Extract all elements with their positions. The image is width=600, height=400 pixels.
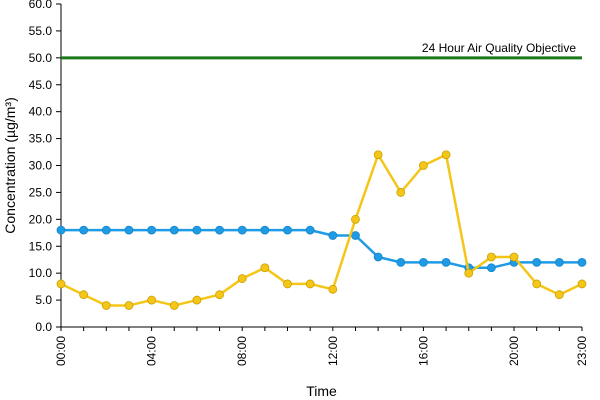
series-1-point	[260, 225, 270, 235]
series-2-point	[215, 290, 224, 300]
series-2-point	[283, 279, 292, 289]
x-tick-label: 04:00	[145, 336, 159, 366]
series-1-point	[441, 257, 451, 267]
series-1-point	[101, 225, 111, 235]
x-tick-label: 23:00	[575, 336, 589, 366]
series-1-point	[328, 231, 338, 240]
series-2-point	[486, 252, 496, 262]
series-1-point	[396, 257, 406, 267]
series-layer	[56, 150, 587, 310]
series-2-point	[441, 150, 451, 160]
series-2-point	[124, 301, 134, 310]
series-1-point	[56, 225, 66, 235]
series-1-point	[351, 231, 360, 240]
series-1-point	[486, 263, 496, 273]
y-tick-label: 60.0	[29, 0, 53, 11]
y-tick-label: 10.0	[29, 266, 53, 280]
series-2-point	[351, 214, 360, 224]
series-1-point	[79, 225, 89, 235]
x-tick-label: 08:00	[235, 336, 249, 366]
series-1-point	[373, 252, 383, 262]
y-tick-label: 50.0	[29, 51, 53, 65]
series-1-point	[215, 225, 224, 235]
y-tick-label: 30.0	[29, 159, 53, 173]
series-2-point	[554, 290, 564, 300]
x-tick-label: 16:00	[416, 336, 430, 366]
series-2-point	[147, 295, 157, 305]
series-1-point	[124, 225, 134, 235]
series-2	[56, 150, 587, 310]
y-axis-ticks: 0.0 5.0 10.0 15.0 20.0 25.0 30.0 35.0 40.0 45.0 50…	[29, 0, 61, 334]
y-tick-label: 35.0	[29, 132, 53, 146]
objective-label: 24 Hour Air Quality Objective	[422, 41, 576, 55]
series-2-point	[464, 268, 474, 278]
x-axis-ticks: 00:00 04:00 08:00 12:00 16:00 20:00 23:00	[54, 327, 589, 366]
series-1-point	[283, 225, 292, 235]
series-1-line	[61, 228, 582, 270]
series-2-point	[56, 279, 66, 289]
series-2-point	[305, 279, 315, 289]
series-2-point	[328, 284, 338, 294]
y-tick-label: 15.0	[29, 239, 53, 253]
series-2-point	[237, 274, 247, 283]
series-1-point	[169, 225, 179, 235]
objective-reference: 24 Hour Air Quality Objective	[61, 41, 582, 60]
series-1-point	[554, 257, 564, 267]
series-2-point	[169, 301, 179, 310]
series-1-point	[237, 225, 247, 235]
series-1-point	[305, 225, 315, 235]
x-axis-title: Time	[306, 383, 337, 399]
series-2-point	[419, 161, 428, 170]
series-1-point	[532, 257, 542, 267]
y-tick-label: 45.0	[29, 78, 53, 92]
y-tick-label: 5.0	[35, 293, 52, 307]
y-tick-label: 25.0	[29, 185, 53, 199]
y-tick-label: 55.0	[29, 24, 53, 38]
series-1-point	[577, 257, 587, 267]
y-axis-title: Concentration (µg/m³)	[2, 97, 18, 233]
series-2-point	[192, 295, 202, 305]
series-1-point	[147, 225, 157, 235]
series-2-point	[577, 279, 587, 289]
series-2-point	[532, 279, 542, 289]
series-2-point	[509, 252, 519, 262]
x-tick-label: 00:00	[54, 336, 68, 366]
y-tick-label: 0.0	[35, 320, 52, 334]
series-2-point	[373, 150, 383, 160]
series-2-point	[396, 188, 406, 197]
series-2-point	[260, 263, 270, 273]
y-tick-label: 40.0	[29, 105, 53, 119]
series-2-point	[79, 290, 89, 300]
x-tick-label: 20:00	[507, 336, 521, 366]
series-1-point	[192, 225, 202, 235]
x-tick-label: 12:00	[326, 336, 340, 366]
series-2-point	[101, 301, 111, 310]
y-tick-label: 20.0	[29, 212, 53, 226]
series-1-point	[419, 257, 428, 267]
series-1	[56, 225, 587, 273]
